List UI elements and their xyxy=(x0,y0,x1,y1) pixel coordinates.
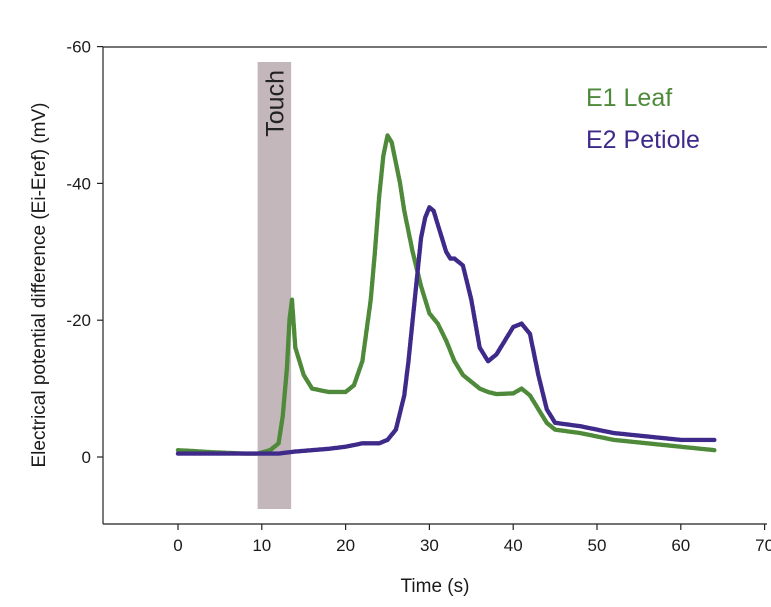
series-2-trace xyxy=(175,205,717,456)
touch-band xyxy=(257,62,292,509)
x-tick-label: 30 xyxy=(420,536,439,555)
legend-entry-2: E2 Petiole xyxy=(586,126,700,154)
x-tick-label: 50 xyxy=(588,536,607,555)
y-tick-label: -20 xyxy=(66,311,91,330)
x-axis-title: Time (s) xyxy=(401,576,470,597)
y-tick-label: -60 xyxy=(66,38,91,57)
legend-entry-1: E1 Leaf xyxy=(586,84,672,112)
y-tick-label: -40 xyxy=(66,174,91,193)
x-tick-label: 10 xyxy=(252,536,271,555)
x-tick-label: 0 xyxy=(173,536,182,555)
x-tick-label: 20 xyxy=(336,536,355,555)
y-axis-title: Electrical potential difference (Ei-Eref… xyxy=(29,103,50,468)
x-tick-label: 60 xyxy=(671,536,690,555)
series-1-point xyxy=(712,448,717,453)
y-tick-label: 0 xyxy=(82,448,91,467)
series-1-trace xyxy=(175,133,717,456)
series-2-point xyxy=(712,437,717,443)
x-tick-label: 40 xyxy=(504,536,523,555)
touch-label: Touch xyxy=(261,70,289,137)
x-tick-label: 70 xyxy=(755,536,771,555)
